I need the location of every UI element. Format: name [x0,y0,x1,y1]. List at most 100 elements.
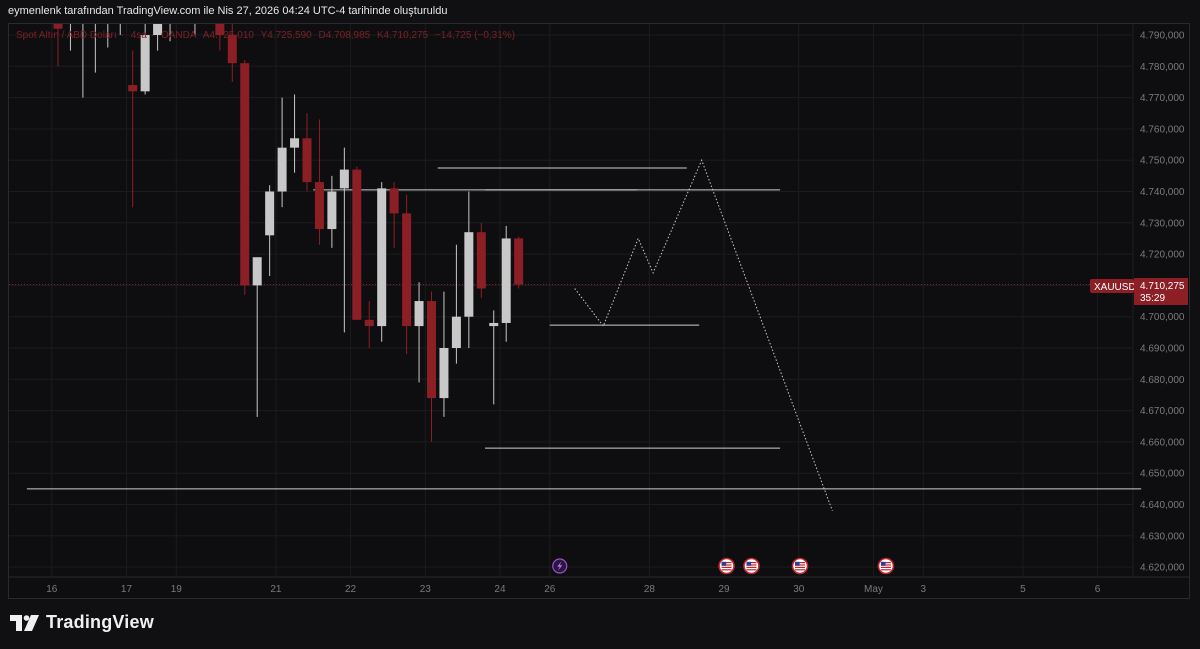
price-badge-symbol-box [1090,279,1134,293]
price-tick-label: 4.660,000 [1140,437,1185,448]
us-flag-icon-stripe [721,564,732,566]
us-flag-icon-stripe [880,569,891,571]
legend-interval: 4sa [130,30,147,41]
candle [215,24,225,51]
price-tick-label: 4.790,000 [1140,31,1185,42]
price-tick-label: 4.770,000 [1140,93,1185,104]
candle [277,97,287,208]
candle-body [53,24,63,29]
candle-body [476,232,486,289]
price-tick-label: 4.630,000 [1140,531,1185,542]
us-flag-icon-stripe [880,562,891,564]
us-flag-icon-ring [791,557,809,575]
legend-exchange: OANDA [160,30,197,41]
time-tick-label: 24 [494,584,506,595]
candles [53,24,524,442]
legend-separator: · [120,30,124,41]
chart-caption: eymenlenk tarafından TradingView.com ile… [8,5,448,17]
candle-body [451,316,461,348]
projection-path [574,158,833,511]
time-tick-label: 23 [420,584,432,595]
price-chart[interactable]: 4.620,000 4.630,000 4.640,000 4.650,000 4.66… [9,24,1190,599]
candle-body [227,35,237,64]
price-tick-label: 4.690,000 [1140,344,1185,355]
event-markers[interactable] [552,557,895,575]
candle-body [364,319,374,327]
candle-body [377,188,387,327]
legend-high: Y4.725,590 [260,30,312,41]
candle [501,225,511,342]
candle-body [290,138,300,148]
time-tick-label: 21 [270,584,282,595]
price-tick-label: 4.650,000 [1140,469,1185,480]
candle [427,291,436,442]
candle-body [327,191,337,230]
us-flag-icon-stripe [880,564,891,566]
us-flag-icon-canton [746,561,752,566]
us-flag-icon-stripe [795,566,806,568]
candle-body [427,301,436,399]
us-flag-icon[interactable] [877,557,895,575]
lightning-icon-bolt [557,561,563,571]
candle-body [215,24,225,35]
candle [194,24,196,35]
candle-body [302,138,312,183]
candle [364,301,374,348]
price-badge-price-box [1134,278,1188,305]
legend-open: A4.725,010 [202,30,254,41]
price-tick-label: 4.760,000 [1140,124,1185,135]
us-flag-icon-ring [743,557,760,575]
symbol-legend[interactable]: Spot Altın / ABD Doları · 4sa · OANDA A4.7… [16,30,519,41]
price-tick-label: 4.680,000 [1140,375,1185,386]
candle [314,119,324,245]
time-tick-label: 5 [1020,584,1026,595]
us-flag-icon-stripe [746,566,757,568]
us-flag-icon[interactable] [791,557,809,575]
time-tick-label: 26 [544,584,556,595]
candle [53,24,63,67]
time-tick-label: 3 [920,584,926,595]
time-tick-label: 29 [719,584,731,595]
candle-body [464,232,474,317]
price-tick-label: 4.700,000 [1140,312,1185,323]
candle [82,24,84,98]
us-flag-icon-ring [877,557,895,575]
candle-body [352,169,362,320]
price-tick-label: 4.730,000 [1140,218,1185,229]
candle [476,222,486,298]
tradingview-wordmark: TradingView [46,612,154,632]
candle-body [489,322,499,327]
candle [265,185,275,277]
us-flag-icon-canton [721,561,727,566]
legend-separator: · [150,30,155,41]
time-tick-label: May [864,584,883,595]
time-tick-label: 22 [345,584,357,595]
chart-frame[interactable]: 4.620,000 4.630,000 4.640,000 4.650,000 4.66… [8,23,1190,599]
legend-low: D4.708,985 [318,30,371,41]
price-tick-label: 4.780,000 [1140,62,1185,73]
price-badge: XAUUSD 4.710,275 35:29 [1090,278,1188,305]
us-flag-icon[interactable] [718,557,735,575]
price-axis[interactable]: 4.620,000 4.630,000 4.640,000 4.650,000 4.66… [1140,31,1185,574]
us-flag-icon-stripe [721,569,732,571]
candle-body [265,191,275,236]
us-flag-icon-ring [718,557,735,575]
candle [119,24,121,35]
candle-body [128,85,138,92]
legend-symbol-name[interactable]: Spot Altın / ABD Doları [16,30,117,41]
candle [227,24,237,82]
time-axis[interactable]: 16 17 19 21 22 23 24 26 28 29 30 May 3 5 6 [46,584,1101,595]
candle [352,166,362,320]
candle [439,291,449,417]
tradingview-logo-icon [10,614,39,631]
lightning-icon[interactable] [552,558,568,574]
time-tick-label: 19 [171,584,183,595]
price-tick-label: 4.750,000 [1140,156,1185,167]
candle [389,182,399,248]
price-tick-label: 4.720,000 [1140,250,1185,261]
us-flag-icon[interactable] [743,557,760,575]
candle [290,94,300,173]
candle-body [277,147,287,192]
candle-body [389,188,399,214]
price-badge-symbol: XAUUSD [1094,282,1136,293]
